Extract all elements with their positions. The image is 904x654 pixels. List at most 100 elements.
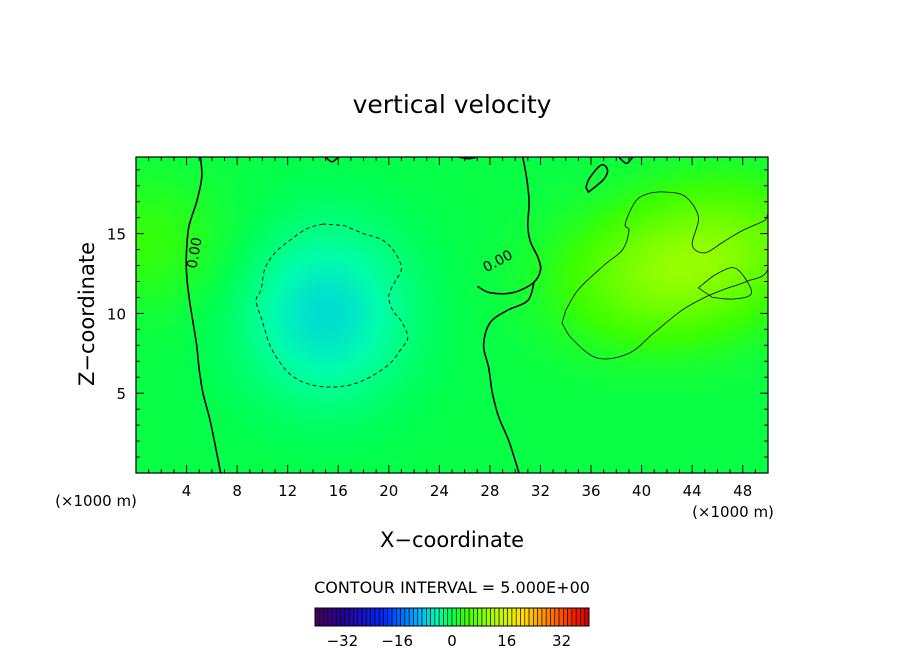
heatmap-cell [316, 249, 321, 254]
heatmap-cell [556, 181, 561, 186]
heatmap-cell [480, 193, 485, 198]
heatmap-cell [420, 193, 425, 198]
heatmap-cell [700, 213, 705, 218]
heatmap-cell [452, 245, 457, 250]
heatmap-cell [224, 281, 229, 286]
heatmap-cell [700, 225, 705, 230]
heatmap-cell [744, 241, 749, 246]
heatmap-cell [208, 241, 213, 246]
heatmap-cell [432, 253, 437, 258]
heatmap-cell [488, 193, 493, 198]
heatmap-cell [704, 249, 709, 254]
heatmap-cell [552, 261, 557, 266]
heatmap-cell [168, 221, 173, 226]
heatmap-cell [160, 257, 165, 262]
heatmap-cell [576, 253, 581, 258]
heatmap-cell [300, 185, 305, 190]
heatmap-cell [492, 193, 497, 198]
heatmap-cell [408, 217, 413, 222]
heatmap-cell [528, 169, 533, 174]
heatmap-cell [492, 245, 497, 250]
heatmap-cell [148, 193, 153, 198]
heatmap-cell [472, 185, 477, 190]
heatmap-cell [500, 265, 505, 270]
heatmap-cell [376, 241, 381, 246]
heatmap-cell [368, 161, 373, 166]
heatmap-cell [540, 185, 545, 190]
heatmap-cell [328, 265, 333, 270]
heatmap-cell [660, 209, 665, 214]
heatmap-cell [592, 237, 597, 242]
heatmap-cell [692, 241, 697, 246]
heatmap-cell [356, 197, 361, 202]
heatmap-cell [556, 157, 561, 162]
heatmap-cell [260, 177, 265, 182]
heatmap-cell [620, 229, 625, 234]
heatmap-cell [656, 161, 661, 166]
heatmap-cell [416, 201, 421, 206]
heatmap-cell [632, 245, 637, 250]
heatmap-cell [308, 193, 313, 198]
heatmap-cell [508, 209, 513, 214]
heatmap-cell [692, 173, 697, 178]
heatmap-cell [340, 205, 345, 210]
heatmap-cell [664, 161, 669, 166]
heatmap-cell [496, 197, 501, 202]
heatmap-cell [484, 241, 489, 246]
heatmap-cell [156, 217, 161, 222]
heatmap-cell [268, 213, 273, 218]
heatmap-cell [600, 189, 605, 194]
heatmap-cell [276, 161, 281, 166]
heatmap-cell [736, 273, 741, 278]
heatmap-cell [524, 229, 529, 234]
heatmap-cell [164, 201, 169, 206]
heatmap-cell [592, 189, 597, 194]
heatmap-cell [708, 213, 713, 218]
heatmap-cell [628, 173, 633, 178]
heatmap-cell [648, 169, 653, 174]
heatmap-cell [244, 261, 249, 266]
heatmap-cell [724, 217, 729, 222]
heatmap-cell [364, 249, 369, 254]
heatmap-cell [320, 229, 325, 234]
heatmap-cell [252, 161, 257, 166]
heatmap-cell [732, 273, 737, 278]
heatmap-cell [440, 261, 445, 266]
heatmap-cell [388, 269, 393, 274]
heatmap-cell [492, 273, 497, 278]
heatmap-cell [660, 253, 665, 258]
heatmap-cell [696, 157, 701, 162]
heatmap-cell [152, 249, 157, 254]
heatmap-cell [696, 237, 701, 242]
heatmap-cell [160, 217, 165, 222]
heatmap-cell [164, 165, 169, 170]
heatmap-cell [664, 241, 669, 246]
heatmap-cell [372, 245, 377, 250]
heatmap-cell [728, 217, 733, 222]
heatmap-cell [492, 197, 497, 202]
heatmap-cell [664, 257, 669, 262]
heatmap-cell [624, 205, 629, 210]
heatmap-cell [608, 165, 613, 170]
heatmap-cell [256, 173, 261, 178]
heatmap-cell [144, 237, 149, 242]
heatmap-cell [596, 173, 601, 178]
heatmap-cell [436, 181, 441, 186]
heatmap-cell [384, 165, 389, 170]
heatmap-cell [692, 185, 697, 190]
heatmap-cell [176, 201, 181, 206]
heatmap-cell [468, 161, 473, 166]
heatmap-cell [344, 205, 349, 210]
heatmap-cell [336, 269, 341, 274]
heatmap-cell [736, 173, 741, 178]
heatmap-cell [596, 185, 601, 190]
heatmap-cell [192, 165, 197, 170]
heatmap-cell [472, 225, 477, 230]
heatmap-cell [368, 273, 373, 278]
heatmap-cell [416, 197, 421, 202]
heatmap-cell [444, 249, 449, 254]
heatmap-cell [532, 213, 537, 218]
heatmap-cell [156, 181, 161, 186]
heatmap-cell [688, 237, 693, 242]
heatmap-cell [568, 181, 573, 186]
